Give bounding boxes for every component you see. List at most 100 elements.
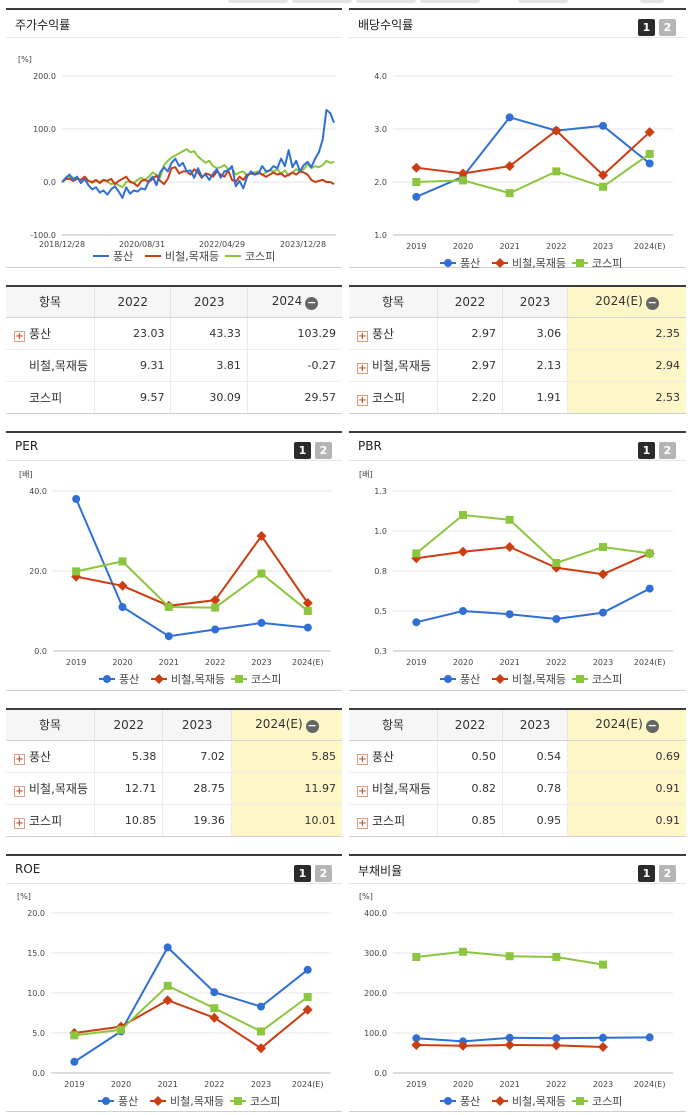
view-1-button[interactable]: 1: [294, 865, 311, 882]
collapse-minus-icon[interactable]: −: [645, 718, 659, 733]
legend-marker: [576, 259, 584, 267]
legend-item[interactable]: 풍산: [440, 1095, 480, 1108]
expand-plus-icon[interactable]: +: [357, 362, 368, 374]
series-1: [69, 995, 313, 1054]
header-label: 항목: [38, 718, 62, 733]
data-point: [411, 1040, 422, 1050]
legend-item[interactable]: 풍산: [440, 257, 480, 268]
table-cell: 2.13: [502, 349, 568, 382]
panel-title: ROE: [15, 862, 41, 876]
row-name: 비철,목재등: [372, 781, 432, 796]
expand-plus-icon[interactable]: +: [357, 394, 368, 406]
series-line: [416, 545, 651, 576]
expand-plus-icon[interactable]: +: [357, 330, 368, 342]
view-2-button[interactable]: 2: [659, 442, 676, 459]
view-2-button[interactable]: 2: [315, 865, 332, 882]
column-header-year: 2023: [162, 710, 232, 741]
x-tick-label: 2023: [593, 242, 613, 251]
legend-item[interactable]: 코스피: [225, 250, 275, 263]
view-1-button[interactable]: 1: [638, 19, 655, 36]
data-point: [599, 121, 607, 130]
data-point: [210, 1004, 219, 1013]
view-1-button[interactable]: 1: [638, 442, 655, 459]
collapse-minus-icon[interactable]: −: [305, 718, 319, 733]
view-1-button[interactable]: 1: [294, 442, 311, 459]
expand-plus-icon[interactable]: +: [357, 753, 368, 765]
y-tick-label: 0.5: [374, 607, 387, 616]
legend-item[interactable]: 코스피: [572, 673, 622, 686]
y-tick-label: 0.0: [374, 1069, 387, 1078]
series-1: [411, 1040, 608, 1052]
data-point: [459, 947, 467, 956]
column-header-year: 2024−: [246, 287, 342, 318]
table-row: + 비철,목재등 12.71 28.75 11.97: [6, 772, 342, 805]
unit-label: [배]: [19, 470, 33, 479]
legend-label: 비철,목재등: [512, 673, 566, 686]
legend-item[interactable]: 코스피: [230, 1095, 280, 1108]
legend-item[interactable]: 코스피: [231, 673, 281, 686]
data-point: [257, 1027, 265, 1036]
x-tick-label: 2020/08/31: [119, 240, 165, 249]
data-point: [505, 952, 514, 961]
data-point: [505, 189, 514, 198]
data-point: [458, 1040, 468, 1051]
expand-plus-icon[interactable]: +: [14, 330, 25, 342]
view-1-button[interactable]: 1: [638, 865, 655, 882]
series-line: [415, 513, 650, 565]
data-point: [599, 182, 607, 191]
expand-plus-icon[interactable]: +: [14, 785, 25, 797]
series-line: [74, 999, 309, 1050]
table-row: + 풍산 0.50 0.54 0.69: [349, 740, 686, 773]
series-0: [412, 584, 654, 627]
view-2-button[interactable]: 2: [659, 865, 676, 882]
legend-item[interactable]: 비철,목재등: [150, 1095, 224, 1108]
expand-plus-icon[interactable]: +: [357, 785, 368, 797]
expand-plus-icon[interactable]: +: [357, 817, 368, 829]
column-header-item: 항목: [6, 287, 95, 318]
y-tick-label: 0.0: [43, 178, 56, 187]
legend-item[interactable]: 풍산: [98, 1095, 138, 1108]
series-1: [411, 125, 655, 181]
x-tick-label: 2024(E): [634, 242, 666, 251]
column-header-item: 항목: [6, 710, 95, 741]
legend-item[interactable]: 코스피: [572, 1095, 622, 1108]
legend-item[interactable]: 비철,목재등: [492, 673, 566, 686]
legend-item[interactable]: 풍산: [93, 250, 133, 263]
data-point: [552, 615, 561, 623]
x-tick-label: 2022: [204, 1080, 224, 1089]
header-label: 2022: [454, 294, 486, 309]
legend-item[interactable]: 풍산: [99, 673, 139, 686]
top-decoration: [0, 0, 691, 6]
data-point: [645, 1033, 654, 1042]
legend-item[interactable]: 비철,목재등: [151, 673, 225, 686]
table-cell: 9.57: [94, 381, 171, 413]
expand-plus-icon[interactable]: +: [14, 753, 25, 765]
expand-plus-icon[interactable]: +: [14, 817, 25, 829]
table-cell: 9.31: [94, 349, 171, 382]
series-line-1: [61, 166, 335, 188]
view-2-button[interactable]: 2: [659, 19, 676, 36]
table-cell: 11.97: [230, 772, 342, 805]
view-2-button[interactable]: 2: [315, 442, 332, 459]
row-name: 코스피: [29, 813, 63, 828]
legend-item[interactable]: 비철,목재등: [492, 257, 566, 268]
collapse-minus-icon[interactable]: −: [305, 295, 319, 310]
data-point: [458, 168, 468, 179]
table-cell: 2.20: [437, 381, 503, 413]
legend-item[interactable]: 코스피: [572, 257, 622, 268]
data-point: [256, 531, 267, 541]
dividend-yield-table: 항목 2022 2023 2024(E) − + 풍산 2.97 3.06 2.35 + 비철,목재등…: [349, 285, 686, 414]
legend-item[interactable]: 비철,목재등: [492, 1095, 566, 1108]
collapse-minus-icon[interactable]: −: [645, 295, 659, 310]
legend-item[interactable]: 풍산: [440, 673, 480, 686]
x-tick-label: 2018/12/28: [39, 240, 85, 249]
table-row: + 비철,목재등 0.82 0.78 0.91: [349, 772, 686, 805]
panel-title: PER: [15, 439, 39, 453]
data-point: [551, 125, 562, 136]
data-point: [257, 1002, 265, 1011]
y-tick-label: 15.0: [27, 949, 45, 958]
header-label: 2023: [193, 294, 225, 309]
legend-marker: [235, 675, 243, 683]
legend-item[interactable]: 비철,목재등: [145, 250, 219, 263]
